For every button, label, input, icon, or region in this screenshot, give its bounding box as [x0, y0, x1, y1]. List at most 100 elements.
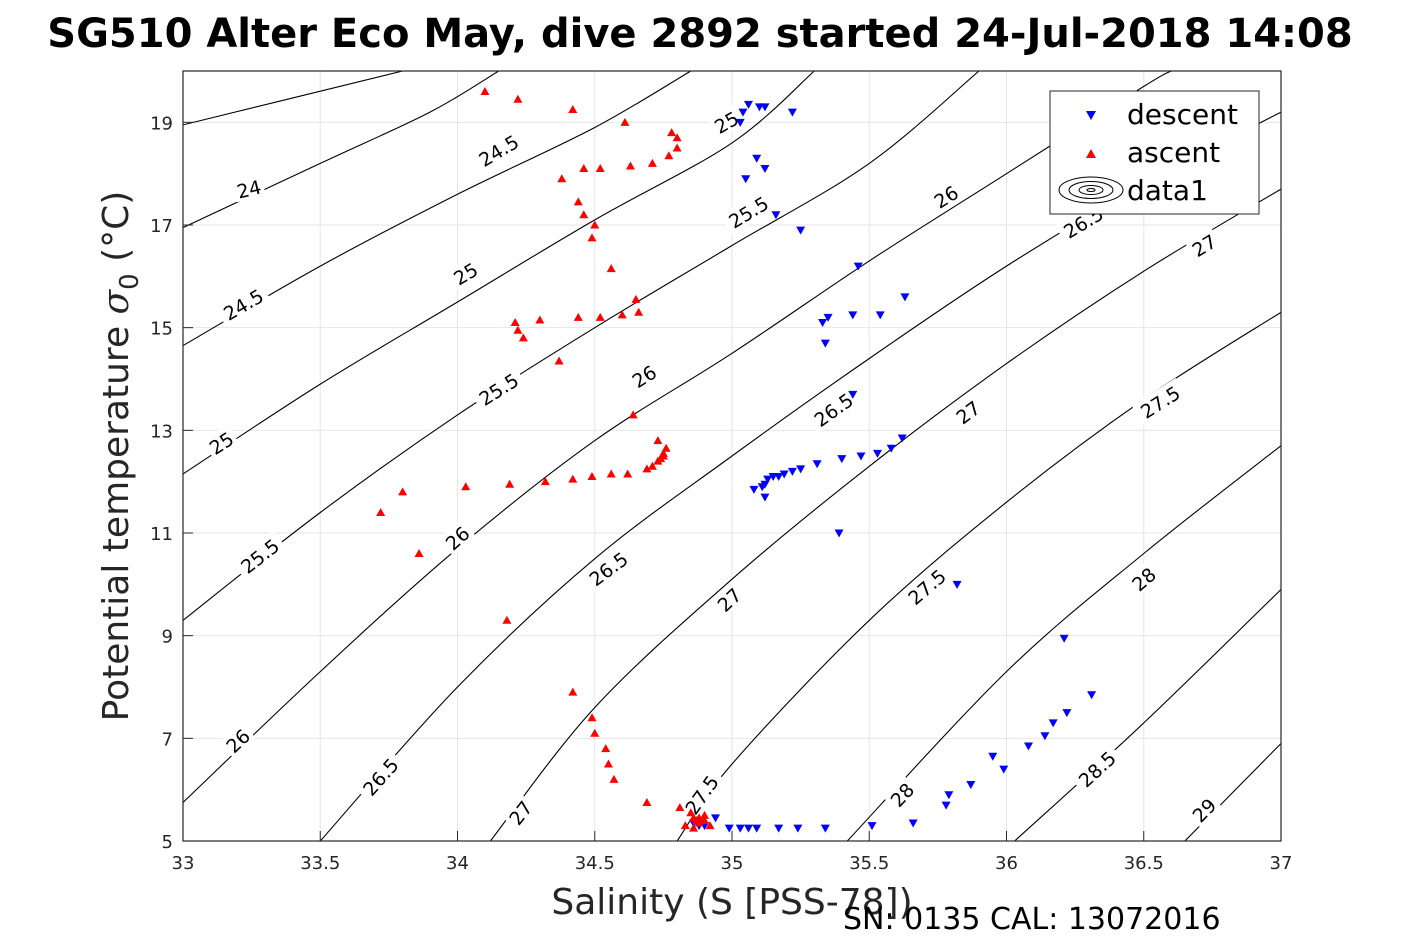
- descent-point: [738, 108, 748, 117]
- y-axis-label-main: Potential temperature: [96, 314, 137, 721]
- ascent-point: [620, 117, 630, 126]
- descent-point: [760, 165, 770, 174]
- ascent-point: [573, 312, 583, 321]
- ascent-point: [540, 477, 550, 486]
- x-tick-label: 37: [1270, 853, 1293, 874]
- y-tick-label: 17: [150, 216, 173, 237]
- descent-point: [823, 313, 833, 322]
- x-tick-label: 35.5: [849, 853, 889, 874]
- contour-line-28: [846, 445, 1281, 841]
- contour-line-24: [183, 71, 403, 126]
- legend-ascent-marker: [1086, 149, 1096, 158]
- descent-point: [741, 175, 751, 184]
- descent-point: [743, 824, 753, 833]
- ascent-point: [623, 469, 633, 478]
- y-tick-label: 9: [162, 627, 173, 648]
- ascent-point: [414, 549, 424, 558]
- ascent-point: [642, 798, 652, 806]
- contour-line-28-5: [1014, 589, 1281, 841]
- contour-label-bg: [899, 560, 954, 612]
- descent-point: [941, 801, 951, 810]
- ascent-point: [568, 474, 578, 483]
- descent-point: [908, 819, 918, 828]
- contour-label-bg: [354, 749, 406, 803]
- descent-point: [944, 791, 954, 800]
- contour-label-bg: [1185, 791, 1222, 828]
- ascent-point: [568, 687, 578, 696]
- x-tick-label: 35: [721, 853, 744, 874]
- ascent-point: [606, 264, 616, 273]
- contour-label-bg: [218, 721, 256, 759]
- descent-point: [1087, 691, 1097, 700]
- y-tick-label: 15: [150, 319, 173, 340]
- contour-label-bg: [1131, 378, 1188, 425]
- y-tick-label: 7: [162, 729, 173, 750]
- contour-label-bg: [470, 365, 527, 412]
- contour-label-bg: [805, 384, 861, 434]
- contour-label-bg: [214, 281, 271, 327]
- ascent-point: [587, 233, 597, 242]
- descent-point: [988, 752, 998, 761]
- ascent-point: [628, 410, 638, 419]
- descent-point: [787, 108, 797, 117]
- ascent-point: [480, 87, 490, 96]
- ascent-point: [398, 487, 408, 496]
- y-tick-label: 19: [150, 113, 173, 134]
- ascent-point: [658, 448, 668, 457]
- ascent-point: [502, 615, 512, 624]
- ascent-point: [554, 356, 564, 365]
- ascent-point: [617, 310, 627, 319]
- descent-point: [848, 311, 858, 320]
- descent-point: [900, 293, 910, 302]
- descent-point: [724, 824, 734, 833]
- y-tick-label: 5: [162, 832, 173, 853]
- ascent-point: [642, 464, 652, 473]
- ascent-point: [667, 128, 677, 137]
- ascent-point: [672, 133, 682, 142]
- descent-point: [875, 311, 885, 320]
- descent-point: [999, 765, 1009, 774]
- descent-point: [872, 449, 882, 458]
- contour-label-bg: [710, 580, 748, 618]
- ascent-point: [664, 151, 674, 160]
- ascent-point: [518, 333, 528, 342]
- x-tick-label: 33.5: [300, 853, 340, 874]
- descent-point: [867, 822, 877, 831]
- descent-point: [763, 475, 773, 484]
- ascent-point: [579, 210, 589, 219]
- y-axis-label-unit: (°C): [96, 191, 137, 274]
- ascent-series: [376, 87, 715, 832]
- ascent-point: [579, 164, 589, 173]
- x-tick-label: 36: [995, 853, 1018, 874]
- ascent-point: [595, 164, 605, 173]
- x-tick-label: 34: [446, 853, 469, 874]
- x-tick-label: 36.5: [1124, 853, 1164, 874]
- descent-point: [760, 103, 770, 112]
- ascent-point: [700, 810, 710, 819]
- descent-point: [812, 460, 822, 469]
- contour-label-bg: [438, 519, 476, 556]
- contour-label-bg: [580, 543, 636, 593]
- ascent-point: [513, 94, 523, 103]
- descent-point: [768, 473, 778, 482]
- contour-line-24-5: [183, 71, 692, 347]
- descent-point: [752, 824, 762, 833]
- contour-label-bg: [1124, 560, 1162, 597]
- y-axis-ticks: 5 7 9 11 13 15 17 19: [150, 113, 193, 853]
- ascent-point: [653, 456, 663, 465]
- ascent-point: [675, 803, 685, 812]
- descent-point: [848, 390, 858, 399]
- x-axis-label: Salinity (S [PSS-78]): [551, 882, 912, 923]
- contour-label-bg: [707, 104, 745, 139]
- descent-point: [886, 444, 896, 453]
- contour-label-bg: [927, 178, 965, 214]
- contour-label-bg: [625, 358, 663, 393]
- contour-line-25: [183, 71, 815, 475]
- ascent-point: [694, 818, 704, 827]
- ascent-point: [513, 325, 523, 334]
- ascent-point: [573, 197, 583, 206]
- ascent-point: [603, 759, 613, 768]
- x-tick-label: 34.5: [575, 853, 615, 874]
- descent-point: [735, 824, 745, 833]
